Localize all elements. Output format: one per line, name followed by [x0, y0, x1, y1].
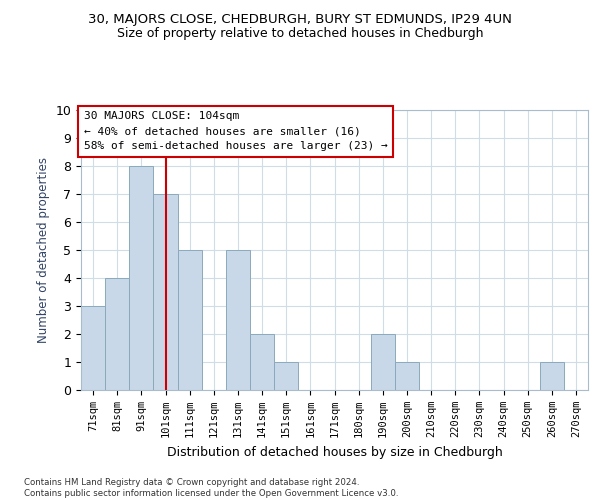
Text: Contains HM Land Registry data © Crown copyright and database right 2024.
Contai: Contains HM Land Registry data © Crown c…: [24, 478, 398, 498]
Bar: [154, 194, 178, 390]
Text: Size of property relative to detached houses in Chedburgh: Size of property relative to detached ho…: [117, 28, 483, 40]
Bar: [274, 362, 298, 390]
Bar: [226, 250, 250, 390]
Bar: [105, 278, 129, 390]
Bar: [395, 362, 419, 390]
X-axis label: Distribution of detached houses by size in Chedburgh: Distribution of detached houses by size …: [167, 446, 502, 458]
Bar: [81, 306, 105, 390]
Bar: [129, 166, 154, 390]
Bar: [371, 334, 395, 390]
Text: 30, MAJORS CLOSE, CHEDBURGH, BURY ST EDMUNDS, IP29 4UN: 30, MAJORS CLOSE, CHEDBURGH, BURY ST EDM…: [88, 12, 512, 26]
Y-axis label: Number of detached properties: Number of detached properties: [37, 157, 50, 343]
Bar: [178, 250, 202, 390]
Bar: [250, 334, 274, 390]
Bar: [540, 362, 564, 390]
Text: 30 MAJORS CLOSE: 104sqm
← 40% of detached houses are smaller (16)
58% of semi-de: 30 MAJORS CLOSE: 104sqm ← 40% of detache…: [83, 112, 387, 151]
